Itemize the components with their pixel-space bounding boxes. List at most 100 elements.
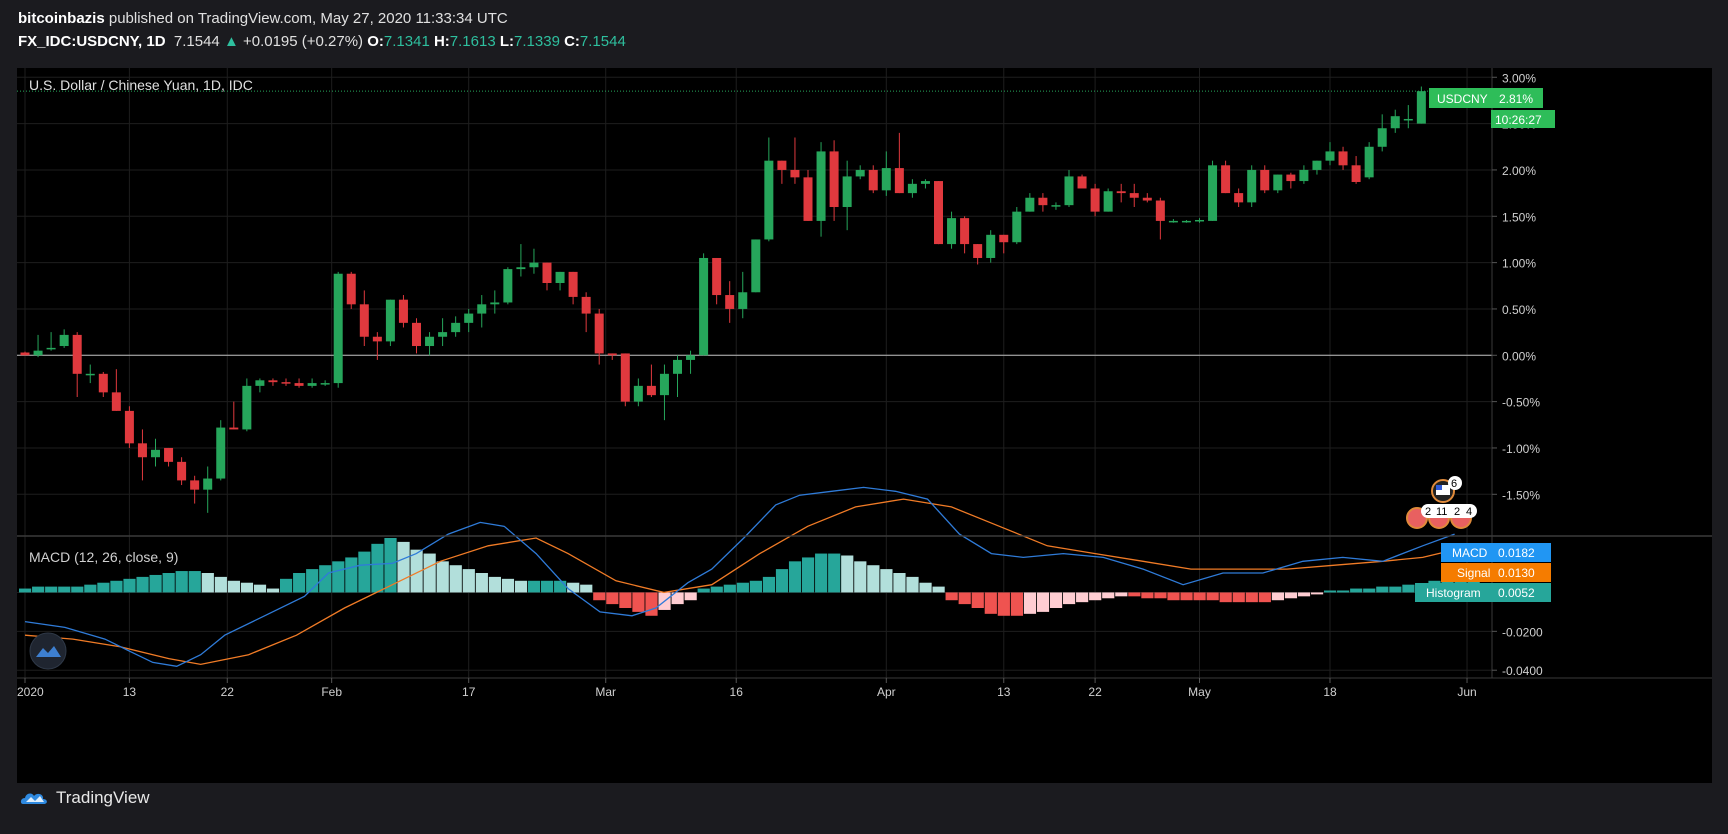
histogram-bar xyxy=(1402,584,1415,593)
candle xyxy=(633,378,643,407)
macd-line xyxy=(24,486,1455,667)
last-price-percent: 2.81% xyxy=(1499,92,1533,106)
candle xyxy=(673,355,682,397)
candle-body xyxy=(920,181,930,184)
candle-body xyxy=(46,347,56,350)
histogram-bar xyxy=(802,557,815,593)
candle-body xyxy=(1260,169,1270,191)
histogram-bar xyxy=(854,561,867,593)
histogram-bar xyxy=(45,586,58,593)
histogram-bar xyxy=(815,553,828,593)
histogram-bar xyxy=(449,565,462,593)
histogram-bar xyxy=(906,576,919,593)
author-name[interactable]: bitcoinbazis xyxy=(18,10,105,27)
candle-body xyxy=(503,269,513,303)
histogram-bar xyxy=(423,553,436,593)
histogram-bar xyxy=(1310,592,1324,595)
economic-event-markers[interactable]: 6 2 11 2 4 xyxy=(1406,476,1477,529)
candle xyxy=(124,406,134,448)
candle xyxy=(1273,174,1283,194)
x-tick-label: 16 xyxy=(730,685,744,699)
candle-body xyxy=(464,313,474,323)
candle xyxy=(1208,160,1218,221)
candle-body xyxy=(986,234,996,258)
candle xyxy=(203,466,213,513)
candle-body xyxy=(555,271,565,284)
histogram-bar xyxy=(293,573,306,593)
histogram-bar xyxy=(410,549,423,593)
histogram-bar xyxy=(828,553,841,593)
candle xyxy=(438,318,448,347)
x-tick-label: 2020 xyxy=(17,685,44,699)
candle xyxy=(1155,197,1165,240)
histogram-value-label: Histogram 0.0052 xyxy=(1415,583,1551,602)
candle xyxy=(934,181,943,245)
candle-body xyxy=(72,334,82,374)
candle xyxy=(568,271,578,305)
candle xyxy=(881,151,891,196)
candle xyxy=(738,271,748,319)
candle xyxy=(829,140,839,221)
macd-value-label: MACD 0.0182 xyxy=(1441,543,1551,562)
macd-y-tick-label: -0.0400 xyxy=(1502,664,1543,678)
candle-body xyxy=(1181,220,1191,223)
candle xyxy=(490,290,500,314)
candle-body xyxy=(1364,146,1374,178)
candle xyxy=(359,290,369,347)
signal-line xyxy=(24,498,1455,666)
candle xyxy=(1403,105,1413,129)
y-tick-label: 0.50% xyxy=(1502,303,1536,317)
histogram-bar xyxy=(554,580,567,593)
candle xyxy=(1416,86,1426,124)
candle xyxy=(712,257,722,305)
footer-brand[interactable]: TradingView xyxy=(20,788,150,808)
candle xyxy=(725,281,735,323)
open-value: 7.1341 xyxy=(383,33,430,50)
candle-body xyxy=(855,169,865,177)
macd-y-tick-label: -0.0200 xyxy=(1502,625,1543,639)
candle xyxy=(372,332,382,360)
histogram-bar xyxy=(162,573,175,593)
histogram-bar xyxy=(1167,592,1180,601)
candle xyxy=(398,295,408,328)
histogram-bar xyxy=(971,592,984,608)
candle xyxy=(581,292,591,333)
candle-body xyxy=(1025,197,1035,212)
candle xyxy=(46,332,56,351)
tradingview-watermark-icon[interactable] xyxy=(29,632,67,670)
candle-body xyxy=(164,447,174,462)
candle xyxy=(229,401,239,430)
x-tick-label: 17 xyxy=(462,685,476,699)
candle-body xyxy=(646,385,656,396)
candle-body xyxy=(607,353,617,356)
candle-body xyxy=(451,322,461,333)
signal-label-name: Signal xyxy=(1457,566,1490,580)
histogram-bar xyxy=(1115,592,1128,597)
candle xyxy=(1325,142,1335,166)
candle xyxy=(594,308,604,365)
candle-body xyxy=(1064,176,1074,206)
candle xyxy=(894,132,904,194)
event-count-4: 4 xyxy=(1466,506,1472,518)
candle xyxy=(346,271,356,309)
candle-body xyxy=(203,478,213,490)
candle xyxy=(164,447,174,467)
chart-canvas[interactable]: 3.00%2.50%2.00%1.50%1.00%0.50%0.00%-0.50… xyxy=(17,68,1712,783)
histogram-bar xyxy=(227,580,240,593)
macd-label-name: MACD xyxy=(1452,546,1488,560)
histogram-bar xyxy=(253,584,267,593)
candle-body xyxy=(581,296,591,314)
candle xyxy=(477,295,487,328)
event-count-1: 2 xyxy=(1425,506,1431,518)
histogram-bar xyxy=(501,578,515,593)
histogram-bar xyxy=(1206,592,1219,601)
candle-body xyxy=(281,382,291,384)
histogram-bar xyxy=(201,573,214,593)
histogram-bar xyxy=(58,586,71,593)
countdown-value: 10:26:27 xyxy=(1495,113,1542,127)
histogram-bar xyxy=(1389,586,1402,593)
candle xyxy=(242,378,252,432)
candle xyxy=(1064,169,1074,208)
histogram-bar xyxy=(97,582,110,593)
histogram-bar xyxy=(397,541,410,593)
